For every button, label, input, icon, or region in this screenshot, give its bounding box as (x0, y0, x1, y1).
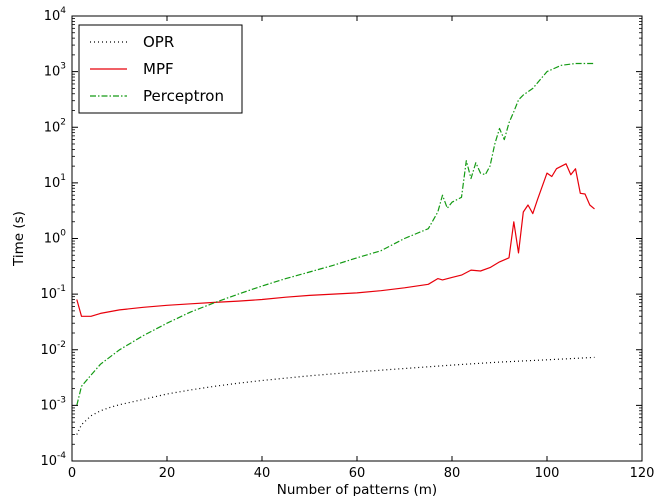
legend-label-perceptron: Perceptron (143, 87, 224, 105)
y-tick-label: 10-4 (40, 451, 66, 469)
series-layer (76, 62, 595, 435)
y-tick-label: 103 (44, 62, 66, 80)
y-tick-label: 10-2 (40, 340, 66, 358)
y-axis-title: Time (s) (11, 211, 27, 267)
y-axis: 10-4 10-3 10-2 10-1 100 101 102 103 104 (40, 6, 642, 469)
y-tick-label: 102 (44, 117, 66, 135)
legend-label-opr: OPR (143, 33, 174, 51)
y-tick-label: 101 (44, 173, 66, 191)
series-line-perceptron (76, 62, 595, 406)
legend: OPR MPF Perceptron (78, 24, 243, 114)
series-line-mpf (76, 163, 595, 317)
y-tick-label: 10-3 (40, 395, 66, 413)
x-tick-label: 100 (535, 466, 560, 481)
legend-box (78, 24, 243, 114)
y-tick-label: 104 (44, 6, 67, 24)
x-tick-label: 40 (254, 466, 271, 481)
x-tick-label: 0 (68, 466, 76, 481)
x-tick-label: 120 (630, 466, 655, 481)
x-axis-title: Number of patterns (m) (277, 482, 437, 496)
x-tick-label: 60 (349, 466, 366, 481)
y-tick-label: 10-1 (40, 284, 66, 302)
x-axis: 0 20 40 60 80 100 120 (68, 16, 655, 481)
x-tick-label: 20 (159, 466, 176, 481)
y-tick-label: 100 (44, 229, 67, 247)
legend-label-mpf: MPF (143, 60, 174, 78)
x-tick-label: 80 (444, 466, 461, 481)
